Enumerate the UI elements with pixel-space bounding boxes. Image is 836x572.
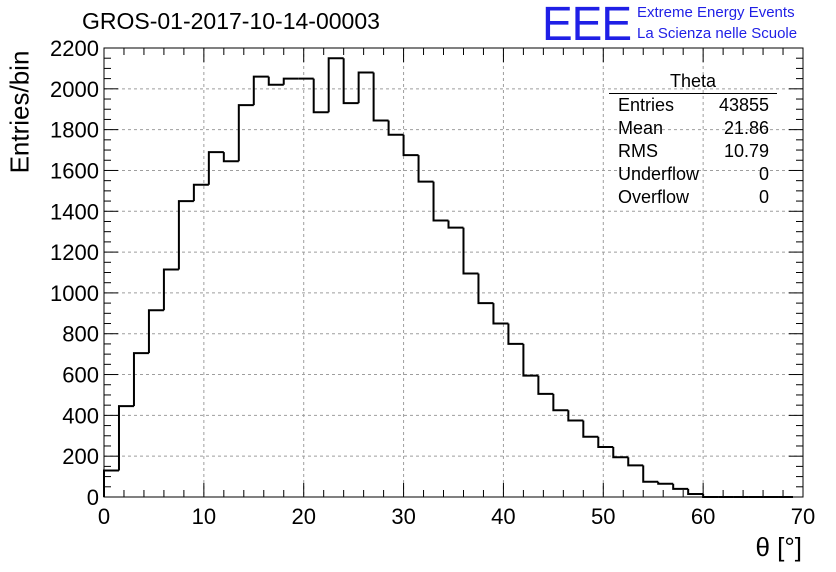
histogram-bin — [312, 78, 329, 114]
histogram-bin — [177, 200, 194, 270]
stats-value: 43855 — [718, 95, 769, 115]
histogram-bin — [132, 352, 149, 407]
histogram-bin — [657, 481, 674, 485]
histogram-bin — [447, 220, 464, 229]
stats-row-entries: Entries 43855 — [609, 94, 777, 117]
stats-row-mean: Mean 21.86 — [609, 117, 777, 140]
histogram-bin — [103, 469, 119, 497]
stats-row-underflow: Underflow 0 — [609, 163, 777, 186]
stats-label: Underflow — [618, 164, 700, 184]
x-tick-label: 60 — [691, 504, 715, 529]
stats-label: RMS — [618, 141, 658, 161]
histogram-bin — [672, 483, 689, 490]
histogram-bin — [147, 309, 164, 354]
x-axis-label: θ [°] — [755, 532, 802, 562]
x-tick-label: 30 — [391, 504, 415, 529]
x-tick-label: 40 — [491, 504, 515, 529]
x-tick-label: 0 — [98, 504, 110, 529]
y-tick-label: 600 — [62, 363, 99, 388]
stats-label: Entries — [618, 95, 675, 115]
stats-value: 10.79 — [723, 141, 769, 161]
histogram-bin — [267, 76, 284, 86]
histogram-bin — [342, 58, 359, 105]
histogram-bin — [552, 393, 569, 412]
histogram-bin — [582, 420, 599, 438]
y-axis-label: Entries/bin — [4, 50, 35, 174]
y-tick-label: 1800 — [50, 118, 99, 143]
x-tick-label: 20 — [291, 504, 315, 529]
histogram-bin — [402, 134, 419, 157]
histogram-bin — [612, 446, 629, 459]
stats-row-overflow: Overflow 0 — [609, 186, 777, 209]
stats-value: 21.86 — [723, 118, 769, 138]
stats-box: Theta Entries 43855 Mean 21.86 RMS 10.79… — [609, 71, 777, 209]
histogram-bin — [567, 410, 584, 422]
y-tick-label: 1200 — [50, 240, 99, 265]
histogram-bin — [327, 57, 344, 113]
histogram-bin — [237, 104, 254, 162]
histogram-bin — [507, 323, 524, 345]
y-tick-label: 1600 — [50, 158, 99, 183]
histogram-bin — [222, 152, 239, 163]
y-tick-label: 800 — [62, 322, 99, 347]
stats-row-rms: RMS 10.79 — [609, 140, 777, 163]
histogram-bin — [492, 303, 509, 325]
histogram-bin — [417, 155, 434, 183]
histogram-bin — [627, 457, 644, 467]
y-tick-label: 2000 — [50, 77, 99, 102]
x-tick-label: 50 — [591, 504, 615, 529]
stats-label: Mean — [618, 118, 664, 138]
histogram-bin — [702, 493, 719, 498]
histogram-bin — [192, 183, 209, 202]
logo-caption: Extreme Energy Events La Scienza nelle S… — [637, 2, 797, 44]
histogram-bin — [117, 405, 134, 471]
histogram-bin — [282, 77, 299, 85]
histogram-bin — [357, 71, 374, 104]
logo-caption-line1: Extreme Energy Events — [637, 4, 795, 21]
histogram-bin — [432, 181, 449, 222]
y-tick-label: 200 — [62, 444, 99, 469]
x-tick-label: 10 — [192, 504, 216, 529]
histogram-bin — [477, 273, 494, 305]
x-tick-label: 70 — [791, 504, 815, 529]
histogram-bin — [597, 436, 614, 448]
histogram-bin — [387, 120, 404, 136]
histogram-bin — [462, 227, 479, 275]
histogram-bin — [687, 488, 704, 495]
logo-caption-line2: La Scienza nelle Scuole — [637, 25, 798, 42]
y-tick-label: 400 — [62, 403, 99, 428]
stats-value: 0 — [758, 164, 769, 184]
y-tick-label: 0 — [87, 485, 99, 510]
y-tick-label: 1000 — [50, 281, 99, 306]
histogram-bin — [372, 72, 389, 122]
stats-value: 0 — [758, 187, 769, 207]
eee-logo: EEE — [542, 0, 632, 51]
stats-title: Theta — [609, 71, 777, 94]
chart-title: GROS-01-2017-10-14-00003 — [82, 8, 380, 34]
histogram-bin — [162, 268, 179, 311]
stats-label: Overflow — [618, 187, 690, 207]
histogram-bin — [252, 75, 269, 106]
y-tick-label: 2200 — [50, 36, 99, 61]
histogram-bin — [207, 151, 224, 185]
histogram-bin — [522, 343, 539, 377]
y-tick-label: 1400 — [50, 199, 99, 224]
histogram-bin — [642, 465, 659, 483]
histogram-bin — [537, 375, 554, 395]
